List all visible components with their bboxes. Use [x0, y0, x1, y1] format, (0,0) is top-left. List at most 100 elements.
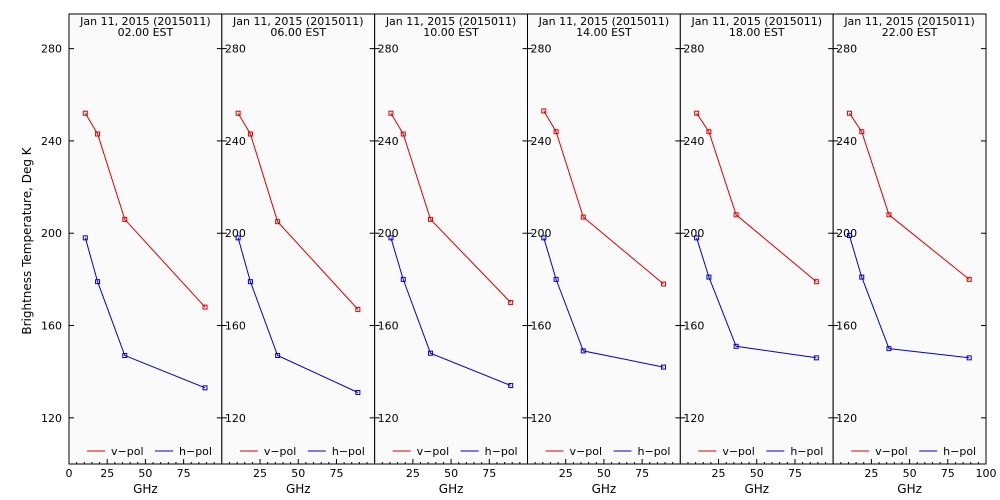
y-tick-label: 240 — [41, 135, 62, 148]
h-pol-line — [84, 237, 206, 389]
x-axis-label: GHz — [744, 482, 769, 496]
h-pol-point — [706, 274, 712, 280]
y-tick-label: 120 — [836, 412, 857, 425]
y-tick-label: 200 — [378, 227, 399, 240]
x-tick-label: 75 — [177, 467, 191, 480]
x-tick-label: 25 — [100, 467, 114, 480]
legend-v-pol-label: v−pol — [264, 445, 297, 458]
panel-subtitle: 06.00 EST — [270, 26, 326, 39]
v-pol-point — [859, 129, 865, 135]
legend: v−pol h−pol — [87, 445, 212, 458]
y-tick-label: 160 — [531, 320, 552, 333]
h-pol-point — [122, 353, 128, 359]
x-tick-label: 75 — [635, 467, 649, 480]
y-tick-label: 240 — [531, 135, 552, 148]
legend-h-pol-label: h−pol — [943, 445, 976, 458]
panel-4: Jan 11, 2015 (2015011)14.00 EST 120 160 200… — [527, 13, 681, 496]
y-tick-label: 200 — [41, 227, 62, 240]
x-axis-label: GHz — [286, 482, 311, 496]
v-pol-point — [82, 110, 88, 116]
h-pol-point — [275, 353, 281, 359]
legend-v-pol-label: v−pol — [722, 445, 755, 458]
panel-subtitle: 14.00 EST — [576, 26, 632, 39]
v-pol-point — [95, 131, 101, 137]
panel-5: Jan 11, 2015 (2015011)18.00 EST 120 160 200… — [679, 13, 834, 496]
h-pol-point — [813, 355, 819, 361]
y-tick-label: 200 — [683, 227, 704, 240]
legend-h-pol-label: h−pol — [332, 445, 365, 458]
x-tick-label: 50 — [444, 467, 458, 480]
h-pol-point — [661, 364, 667, 370]
panel-title: Jan 11, 2015 (2015011) — [232, 15, 364, 28]
y-tick-label: 280 — [378, 43, 399, 56]
legend-v-pol-label: v−pol — [875, 445, 908, 458]
x-tick-label: 75 — [941, 467, 955, 480]
v-pol-line — [390, 112, 512, 303]
panel-title: Jan 11, 2015 (2015011) — [79, 15, 211, 28]
v-pol-point — [580, 214, 586, 220]
v-pol-point — [661, 281, 667, 287]
v-pol-line — [543, 110, 664, 285]
panel-subtitle: 02.00 EST — [118, 26, 174, 39]
v-pol-point — [508, 299, 514, 305]
panel-frame — [832, 13, 987, 465]
x-tick-label: 25 — [253, 467, 267, 480]
y-tick-label: 160 — [225, 320, 246, 333]
v-pol-point — [247, 131, 253, 137]
v-pol-point — [388, 110, 394, 116]
y-tick-label: 240 — [836, 135, 857, 148]
v-pol-point — [122, 216, 128, 222]
panel-subtitle: 10.00 EST — [423, 26, 479, 39]
v-pol-point — [541, 108, 547, 114]
h-pol-point — [247, 279, 253, 285]
legend-v-pol-label: v−pol — [570, 445, 603, 458]
x-tick-label: 100 — [976, 467, 997, 480]
panel-title: Jan 11, 2015 (2015011) — [690, 15, 822, 28]
h-pol-point — [508, 383, 514, 389]
h-pol-point — [553, 276, 559, 282]
y-tick-label: 160 — [378, 320, 399, 333]
v-pol-point — [427, 216, 433, 222]
h-pol-point — [95, 279, 101, 285]
y-axis-label: Brightness Temperature, Deg K — [20, 146, 34, 334]
y-tick-label: 240 — [378, 135, 399, 148]
h-pol-point — [388, 235, 394, 241]
y-tick-label: 240 — [683, 135, 704, 148]
h-pol-point — [355, 389, 361, 395]
y-tick-label: 240 — [225, 135, 246, 148]
v-pol-point — [733, 212, 739, 218]
y-tick-label: 120 — [683, 412, 704, 425]
v-pol-point — [400, 131, 406, 137]
x-axis-label: GHz — [897, 482, 922, 496]
y-tick-label: 280 — [531, 43, 552, 56]
legend: v−pol h−pol — [698, 445, 823, 458]
x-tick-label: 50 — [903, 467, 917, 480]
v-pol-point — [202, 304, 208, 310]
x-tick-label: 50 — [597, 467, 611, 480]
v-pol-point — [886, 212, 892, 218]
panel-3: Jan 11, 2015 (2015011)10.00 EST 120 160 200… — [374, 13, 528, 496]
h-pol-point — [235, 235, 241, 241]
panel-title: Jan 11, 2015 (2015011) — [538, 15, 670, 28]
x-tick-label: 25 — [864, 467, 878, 480]
h-pol-point — [82, 235, 88, 241]
h-pol-point — [541, 235, 547, 241]
y-tick-label: 280 — [683, 43, 704, 56]
h-pol-line — [237, 237, 359, 393]
panel-1: Jan 11, 2015 (2015011)02.00 EST 120 160 200… — [41, 13, 223, 496]
x-tick-label: 50 — [138, 467, 152, 480]
h-pol-point — [733, 343, 739, 349]
y-tick-label: 200 — [225, 227, 246, 240]
panel-title: Jan 11, 2015 (2015011) — [843, 15, 975, 28]
panel-frame — [679, 13, 834, 465]
v-pol-point — [813, 279, 819, 285]
y-tick-label: 120 — [41, 412, 62, 425]
h-pol-point — [580, 348, 586, 354]
y-tick-label: 200 — [836, 227, 857, 240]
v-pol-point — [706, 129, 712, 135]
y-tick-label: 160 — [41, 320, 62, 333]
panel-6: Jan 11, 2015 (2015011)22.00 EST 120 160 200… — [832, 13, 997, 496]
x-tick-label: 75 — [329, 467, 343, 480]
legend-h-pol-label: h−pol — [638, 445, 671, 458]
